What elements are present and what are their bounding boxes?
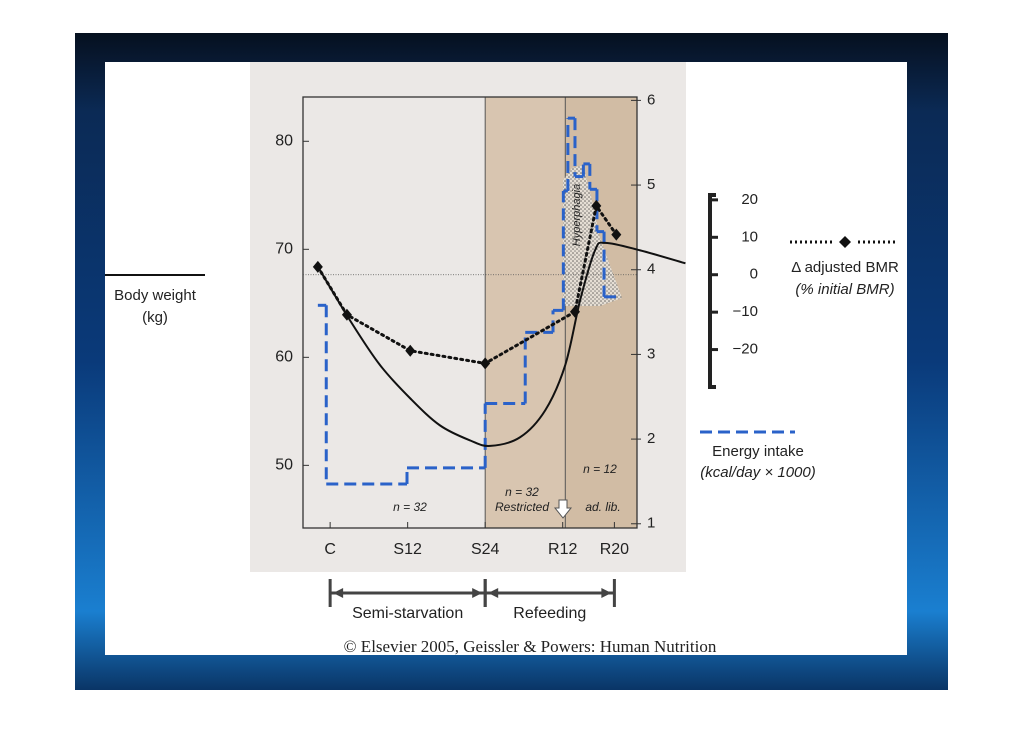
legend-unit: (kcal/day × 1000)	[700, 464, 815, 481]
y3-tick-label: 10	[741, 228, 758, 245]
y3-axis	[708, 193, 716, 389]
legend-label: Δ adjusted BMR	[791, 259, 899, 276]
x-tick-label: S12	[393, 541, 422, 558]
annotation: Restricted	[495, 500, 549, 514]
y-tick-label: 70	[275, 241, 293, 258]
legend-label: Body weight	[114, 287, 197, 304]
x-tick-label: C	[324, 541, 336, 558]
source: © Elsevier 2005, Geissler & Powers: Huma…	[344, 637, 717, 656]
x-tick-label: S24	[471, 541, 500, 558]
y2-tick-label: 5	[647, 176, 655, 193]
y3-tick-label: 20	[741, 191, 758, 208]
y-tick-label: 50	[275, 457, 293, 474]
y2-tick-label: 2	[647, 430, 655, 447]
y2-tick-label: 1	[647, 515, 655, 532]
annotation: Hyperphagia	[571, 184, 583, 246]
plot-frame	[302, 96, 638, 529]
phase-label: Semi-starvation	[352, 605, 463, 622]
phase-arrow	[601, 588, 612, 598]
y3-tick-label: −10	[733, 303, 758, 320]
diamond-marker	[405, 344, 416, 357]
phase-label: Refeeding	[513, 605, 586, 622]
legend-unit: (% initial BMR)	[795, 281, 894, 298]
y3-tick-label: 0	[750, 266, 758, 283]
x-tick-label: R20	[600, 541, 629, 558]
y3-tick-label: −20	[733, 341, 758, 358]
refeed-arrow	[553, 499, 573, 519]
legend-swatch	[839, 236, 851, 248]
series-line	[317, 241, 686, 447]
phase-arrow	[333, 588, 344, 598]
annotation: n = 12	[583, 462, 617, 476]
diamond-marker	[611, 228, 622, 241]
y-tick-label: 60	[275, 349, 293, 366]
annotation: n = 32	[505, 485, 539, 499]
hyperphagia-area	[563, 165, 622, 306]
legend-label: Energy intake	[712, 443, 804, 460]
y-tick-label: 80	[275, 133, 293, 150]
y2-tick-label: 3	[647, 345, 655, 362]
y2-tick-label: 4	[647, 261, 655, 278]
phase-arrow	[472, 588, 483, 598]
diamond-marker	[480, 357, 491, 370]
annotation: ad. lib.	[585, 500, 620, 514]
x-tick-label: R12	[548, 541, 577, 558]
annotation: n = 32	[393, 500, 427, 514]
diamond-marker	[591, 199, 602, 212]
y2-tick-label: 6	[647, 91, 655, 108]
phase-arrow	[488, 588, 499, 598]
legend-unit: (kg)	[142, 309, 168, 326]
